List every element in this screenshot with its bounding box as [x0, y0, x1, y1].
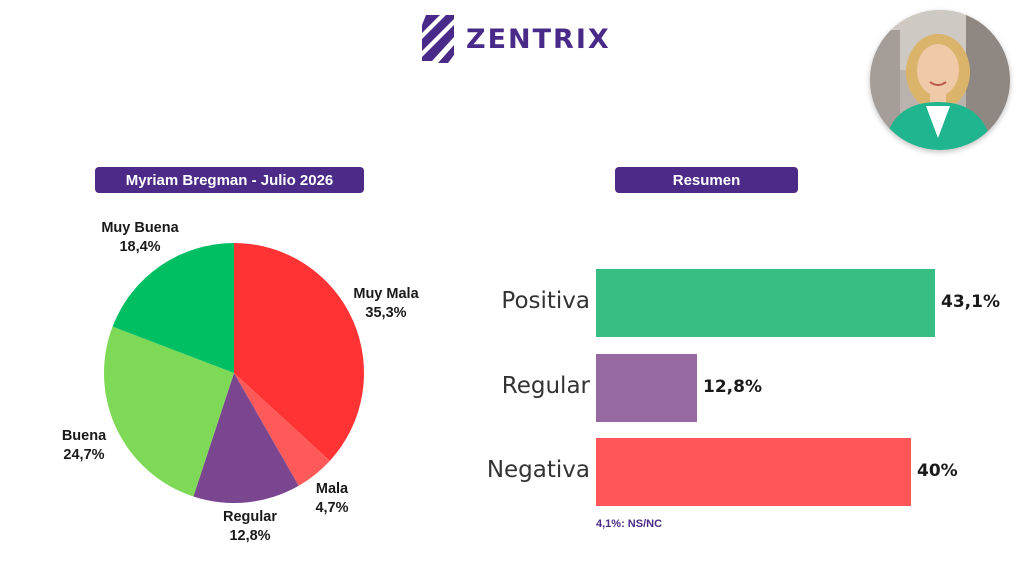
brand-name: ZENTRIX [466, 23, 611, 55]
pie-label-value: 4,7% [315, 500, 349, 516]
pie-label-name: Buena [61, 428, 107, 444]
bar-value-positiva: 43,1% [941, 292, 1000, 312]
zentrix-logo: ZENTRIX [418, 12, 611, 66]
pie-label-buena: Buena 24,7% [62, 427, 106, 465]
pie-slice-muy-buena [112, 243, 234, 373]
pie-label-regular: Regular 12,8% [223, 508, 277, 546]
pie-label-muy-buena: Muy Buena 18,4% [101, 219, 178, 257]
pie-label-muy-mala: Muy Mala 35,3% [353, 285, 418, 323]
bar-category-positiva: Positiva [501, 288, 590, 314]
bar-positiva [596, 269, 935, 337]
pie-label-value: 12,8% [229, 528, 271, 544]
bar-category-negativa: Negativa [486, 457, 590, 483]
bar-chart-title: Resumen [615, 167, 798, 193]
pie-slice-regular [193, 373, 299, 503]
pie-chart [103, 243, 365, 503]
pie-slice-muy-mala [234, 243, 365, 461]
bar-category-regular: Regular [501, 373, 590, 399]
pie-chart-title: Myriam Bregman - Julio 2026 [95, 167, 364, 193]
pie-label-value: 24,7% [63, 447, 105, 463]
pie-label-value: 18,4% [119, 239, 161, 255]
avatar [870, 10, 1010, 150]
pie-label-mala: Mala 4,7% [315, 480, 348, 518]
pie-label-name: Regular [223, 509, 277, 525]
pie-label-name: Muy Mala [353, 286, 419, 302]
person-photo-icon [870, 10, 1010, 150]
footnote: 4,1%: NS/NC [596, 518, 663, 530]
pie-label-name: Muy Buena [101, 220, 179, 236]
zentrix-logo-icon [422, 15, 454, 63]
pie-slice-mala [234, 373, 330, 486]
pie-slice-buena [103, 326, 235, 497]
bar-negativa [596, 438, 911, 506]
bar-value-regular: 12,8% [703, 377, 762, 397]
bar-value-negativa: 40% [917, 461, 958, 481]
pie-label-value: 35,3% [365, 305, 407, 321]
bar-regular [596, 354, 697, 422]
pie-label-name: Mala [315, 481, 349, 497]
